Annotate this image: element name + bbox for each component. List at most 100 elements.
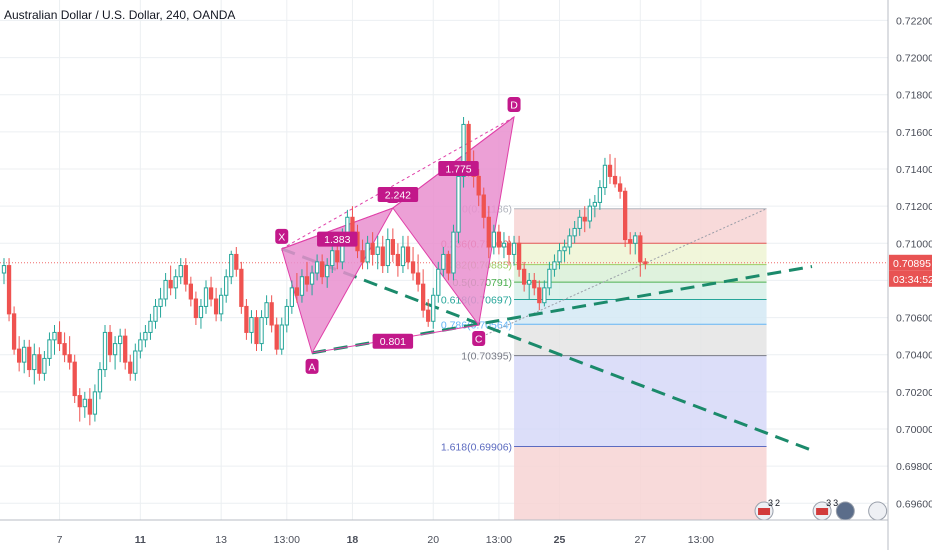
candle-body: [299, 276, 305, 296]
event-count: 3: [768, 498, 773, 508]
pattern-point-label: A: [309, 361, 316, 373]
candle-body: [123, 335, 128, 363]
candle-body: [643, 261, 648, 265]
candle-body: [335, 250, 340, 263]
time-tick-label: 13:00: [486, 534, 512, 546]
candle-body: [612, 175, 618, 185]
candle-body: [466, 123, 471, 166]
candle-body: [229, 253, 234, 278]
fib-level-label: 1(0.70395): [461, 351, 512, 363]
candle-body: [421, 283, 426, 311]
price-tick-label: 0.70400: [896, 350, 932, 362]
candle-body: [244, 305, 249, 333]
event-count: 2: [775, 498, 780, 508]
candle-body: [42, 357, 47, 374]
current-price-tag: [889, 254, 932, 271]
candle-body: [360, 250, 365, 263]
candle-body: [138, 339, 143, 352]
price-tick-label: 0.71000: [896, 238, 932, 250]
candle-body: [385, 239, 390, 267]
candle-body: [582, 216, 587, 222]
candle-body: [234, 253, 239, 270]
candle-body: [597, 187, 603, 203]
candle-body: [552, 261, 557, 270]
candle-body: [32, 354, 37, 371]
candle-body: [6, 265, 12, 315]
candle-body: [617, 183, 623, 192]
candle-body: [400, 246, 406, 267]
candle-body: [431, 294, 436, 322]
candle-body: [527, 279, 532, 285]
candle-body: [274, 324, 279, 350]
price-tick-label: 0.72200: [896, 15, 932, 27]
candle-body: [476, 175, 481, 196]
candle-body: [375, 246, 380, 255]
candle-body: [168, 279, 173, 289]
candle-body: [17, 348, 22, 363]
candle-body: [148, 320, 153, 333]
event-flag-icon: [868, 501, 888, 521]
candle-body: [87, 398, 92, 415]
ratio-label-box: [438, 161, 479, 176]
candle-body: [294, 287, 300, 296]
time-tick-label: 13:00: [274, 534, 300, 546]
time-tick-label: 13:00: [688, 534, 714, 546]
candle-body: [264, 302, 269, 319]
candle-body: [577, 216, 582, 229]
trendline: [281, 247, 813, 452]
candle-body: [203, 287, 209, 307]
candle-body: [11, 313, 17, 350]
price-tick-label: 0.72000: [896, 53, 932, 65]
fib-trend-line: [478, 208, 767, 339]
candle-body: [289, 287, 295, 307]
ratio-label: 0.801: [380, 336, 406, 348]
candle-body: [208, 287, 214, 300]
ratio-label: 1.775: [445, 164, 471, 176]
time-tick-label: 11: [135, 534, 146, 546]
pattern-point-marker: [305, 358, 319, 374]
candle-body: [213, 298, 219, 315]
candle-body: [607, 164, 613, 177]
candle-body: [47, 339, 52, 359]
price-tick-label: 0.70000: [896, 424, 932, 436]
candle-body: [350, 216, 355, 233]
candle-body: [52, 331, 57, 341]
candle-body: [405, 246, 411, 263]
price-tick-label: 0.69600: [896, 498, 932, 510]
trendlines: [281, 247, 813, 452]
candle-body: [82, 398, 87, 408]
candle-body: [370, 242, 375, 255]
candle-body: [567, 235, 572, 248]
candle-body: [557, 250, 562, 263]
countdown-value: 03:34:52: [893, 274, 932, 286]
price-tick-label: 0.71200: [896, 201, 932, 213]
candle-body: [254, 317, 259, 345]
candle-body: [193, 298, 199, 319]
candle-body: [633, 235, 638, 244]
candle-body: [486, 216, 491, 248]
candle-body: [451, 231, 456, 274]
candle-body: [77, 395, 82, 408]
candle-body: [107, 331, 113, 356]
candle-body: [57, 331, 62, 345]
candle-body: [183, 265, 188, 285]
candle-body: [481, 194, 486, 218]
pattern-point-marker: [507, 97, 521, 112]
candle-body: [456, 175, 461, 233]
candle-body: [572, 227, 577, 237]
price-tick-label: 0.70600: [896, 313, 932, 325]
candle-body: [501, 242, 507, 248]
pattern-point-label: D: [510, 100, 518, 112]
fib-zone: [514, 446, 767, 520]
candle-body: [133, 350, 138, 374]
candle-body: [532, 279, 537, 289]
ratio-label-box: [372, 333, 414, 349]
candle-body: [22, 346, 27, 363]
candle-body: [178, 265, 183, 278]
time-tick-label: 20: [427, 534, 439, 546]
candle-body: [158, 298, 163, 307]
candle-body: [128, 361, 133, 374]
candle-body: [461, 123, 466, 177]
